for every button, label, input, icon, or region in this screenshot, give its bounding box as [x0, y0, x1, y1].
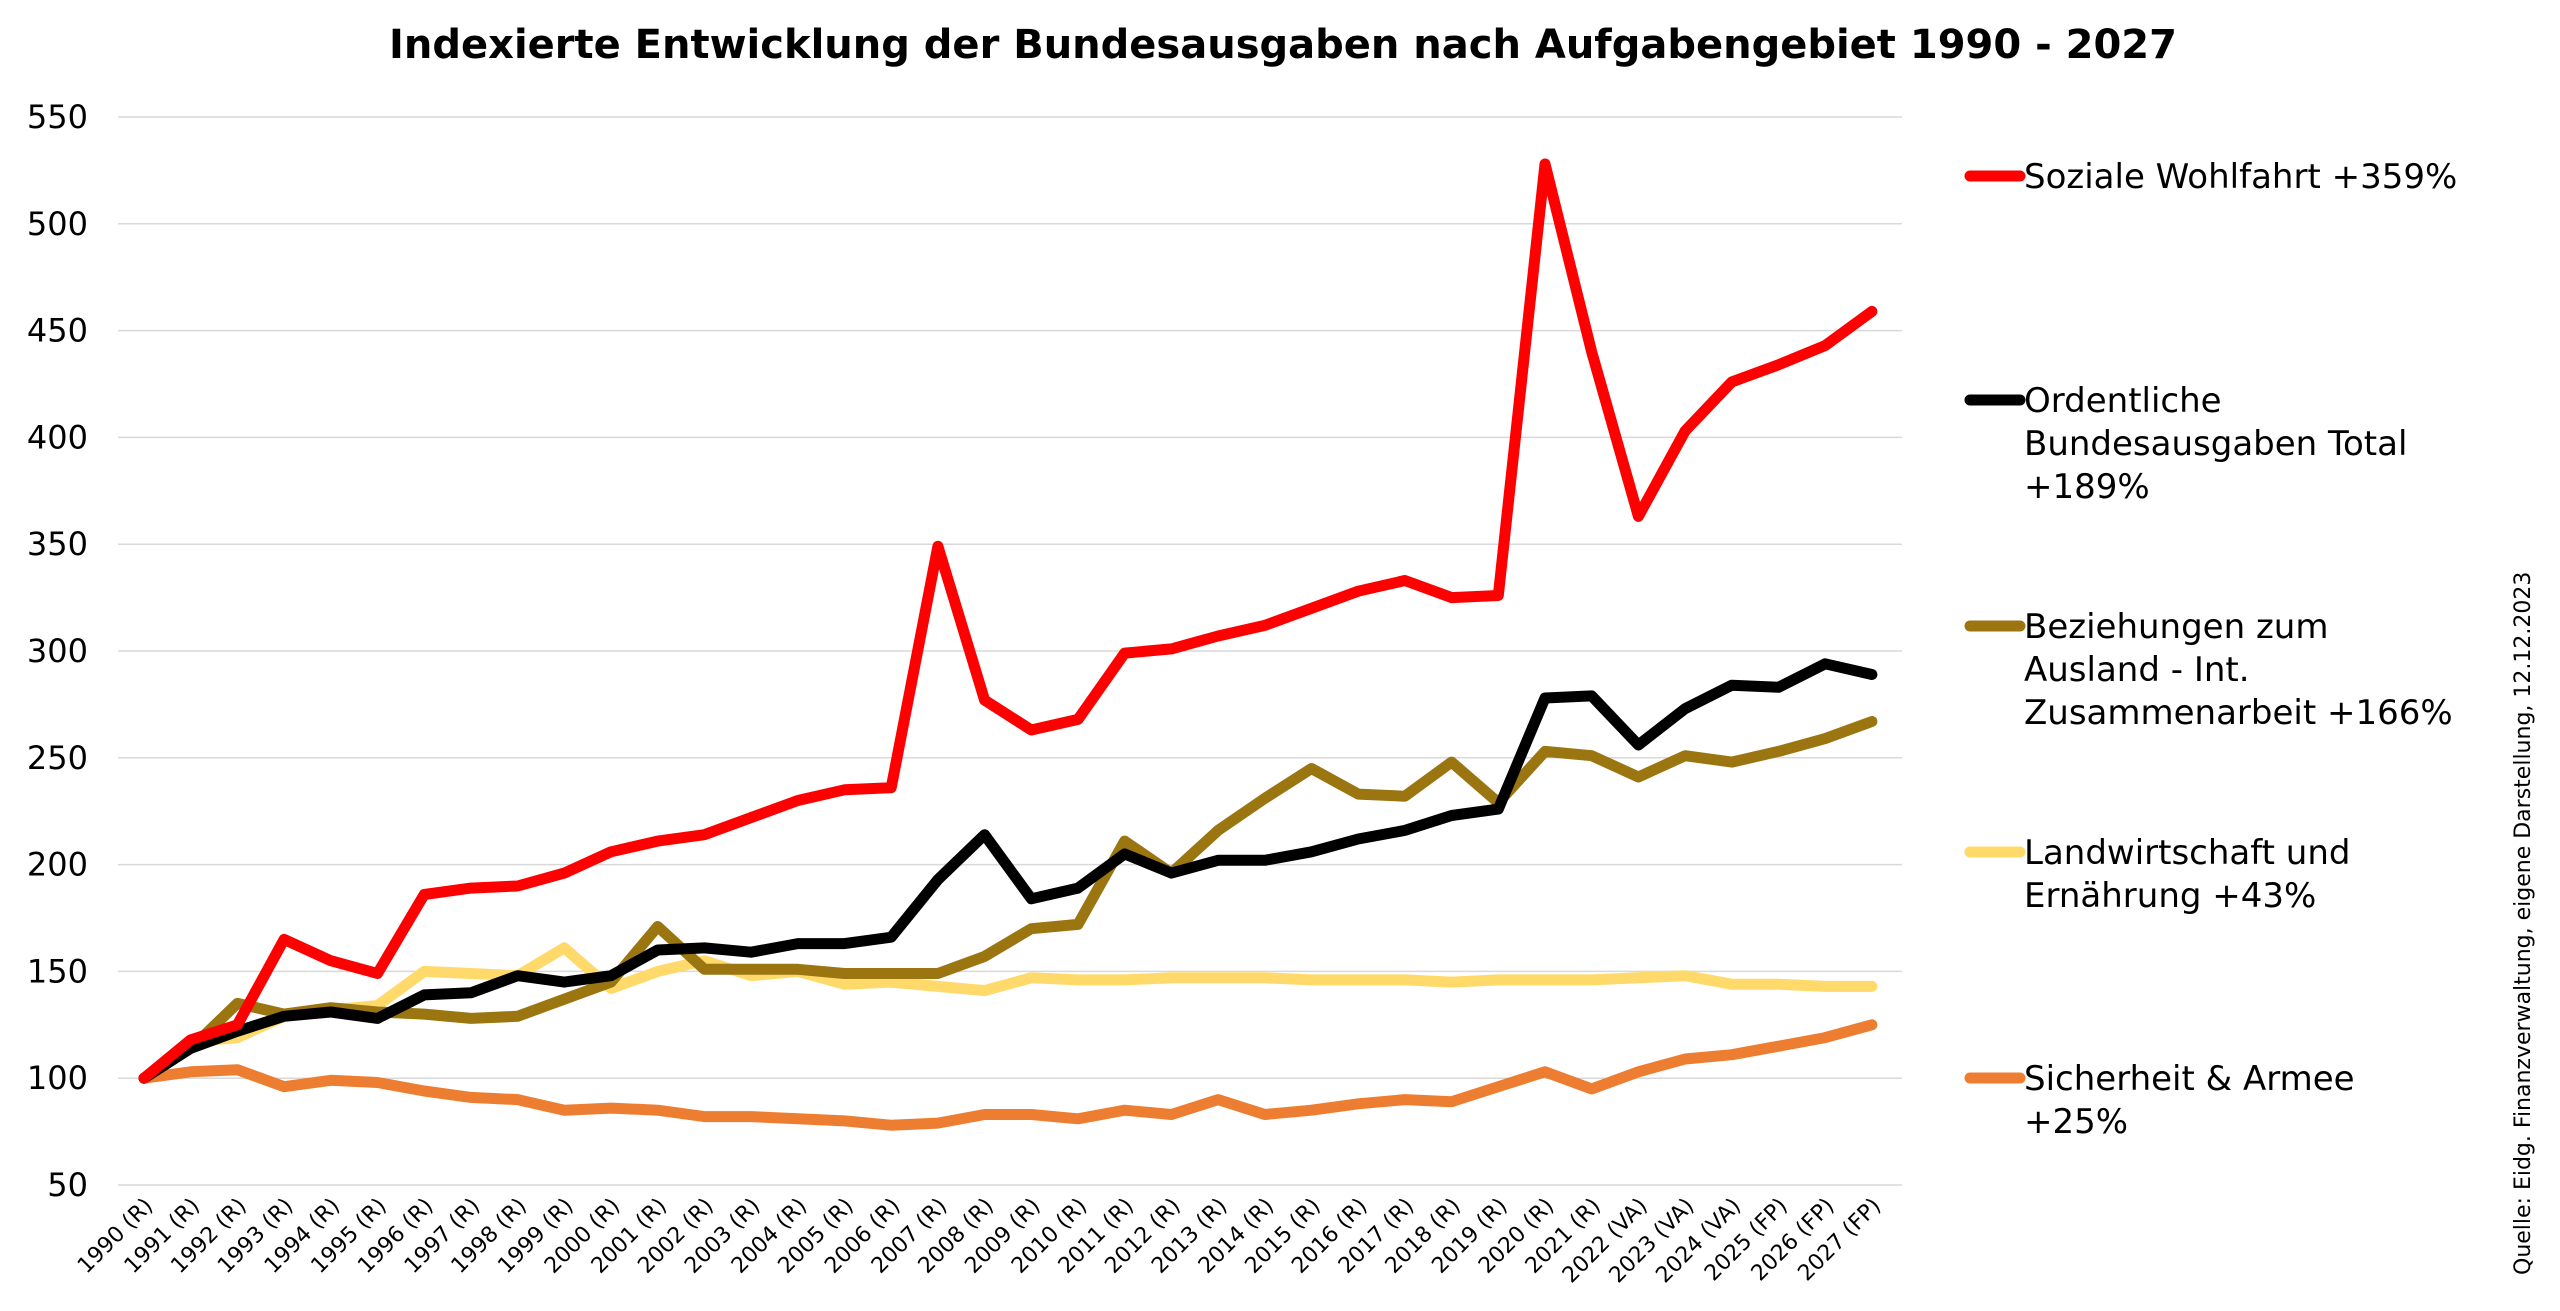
legend-label: Landwirtschaft und — [2024, 833, 2350, 873]
y-tick-label: 500 — [27, 205, 88, 243]
series-line — [138, 658, 1878, 1084]
y-tick-label: 400 — [27, 418, 88, 456]
legend-item: Sicherheit & Armee+25% — [1964, 1059, 2355, 1142]
legend-label: Soziale Wohlfahrt +359% — [2024, 157, 2457, 197]
y-tick-label: 200 — [27, 846, 88, 884]
legend-label: Beziehungen zum — [2024, 607, 2328, 647]
y-tick-label: 250 — [27, 739, 88, 777]
legend-label: Zusammenarbeit +166% — [2024, 693, 2453, 733]
y-tick-label: 350 — [27, 525, 88, 563]
legend: Soziale Wohlfahrt +359% OrdentlicheBundes… — [1964, 157, 2457, 1142]
legend-label: Ordentliche — [2024, 381, 2222, 421]
y-tick-label: 100 — [27, 1059, 88, 1097]
chart-title: Indexierte Entwicklung der Bundesausgabe… — [389, 22, 2177, 68]
legend-label: Ausland - Int. — [2024, 650, 2250, 690]
legend-label: Ernährung +43% — [2024, 876, 2316, 916]
y-tick-label: 300 — [27, 632, 88, 670]
legend-label: +189% — [2024, 467, 2150, 507]
y-tick-label: 150 — [27, 952, 88, 990]
series-line — [138, 158, 1878, 1084]
series-line — [138, 716, 1878, 1084]
y-tick-label: 550 — [27, 98, 88, 136]
y-tick-label: 50 — [47, 1166, 88, 1204]
legend-label: +25% — [2024, 1102, 2128, 1142]
series-lines — [138, 158, 1878, 1131]
legend-label: Sicherheit & Armee — [2024, 1059, 2355, 1099]
series-line — [138, 1019, 1878, 1131]
y-tick-label: 450 — [27, 312, 88, 350]
y-axis-ticks: 50 100 150 200 250 300 350 400 450 500 550 — [27, 98, 88, 1204]
source-note: Quelle: Eidg. Finanzverwaltung, eigene D… — [2511, 572, 2536, 1275]
legend-item: Soziale Wohlfahrt +359% — [1964, 157, 2457, 197]
legend-label: Bundesausgaben Total — [2024, 424, 2407, 464]
series-line — [138, 942, 1878, 1084]
